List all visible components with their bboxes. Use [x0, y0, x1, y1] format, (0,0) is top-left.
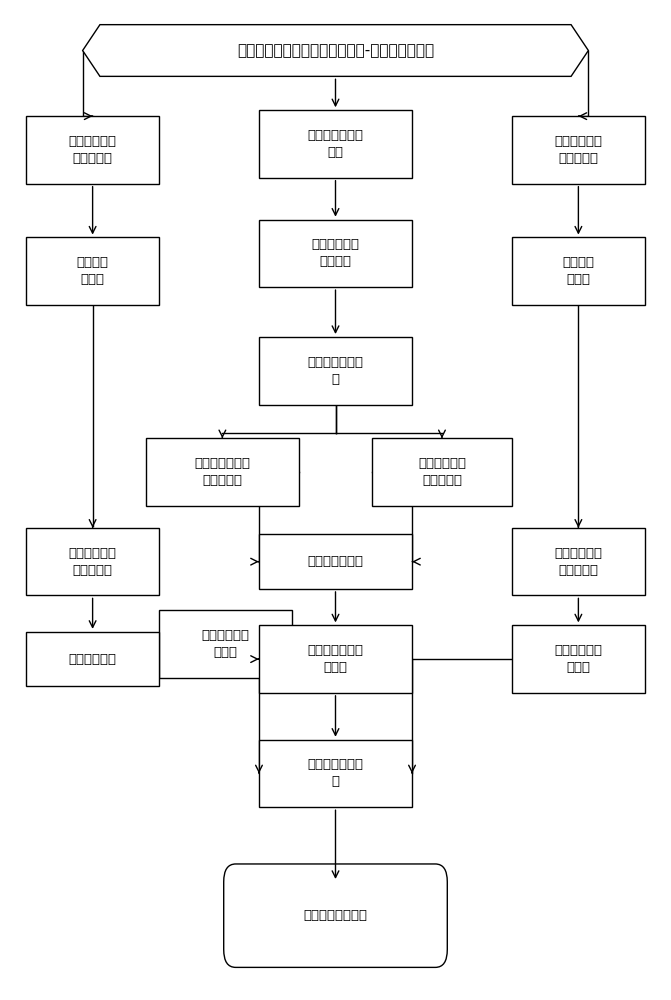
FancyBboxPatch shape — [223, 864, 448, 967]
Bar — [146, 438, 299, 506]
Bar — [259, 534, 412, 589]
Bar — [259, 110, 412, 178]
Bar — [259, 337, 412, 405]
Text: 辐射定标系数计
算: 辐射定标系数计 算 — [307, 758, 364, 788]
Bar — [512, 237, 645, 305]
Text: 光谱辐亮度计算
模型: 光谱辐亮度计算 模型 — [307, 129, 364, 159]
Bar — [259, 220, 412, 287]
Bar — [259, 625, 412, 693]
Text: 场地经纬度、
成像几何等: 场地经纬度、 成像几何等 — [418, 457, 466, 487]
Bar — [159, 610, 293, 678]
Bar — [26, 528, 159, 595]
Text: 目标对应波段
计数值: 目标对应波段 计数值 — [554, 644, 603, 674]
Text: 场地反射率及大
气特性参数: 场地反射率及大 气特性参数 — [195, 457, 250, 487]
Text: 暗噪声偏移量: 暗噪声偏移量 — [68, 653, 117, 666]
Bar — [512, 116, 645, 184]
Text: 定标辅助数据
同步观测: 定标辅助数据 同步观测 — [311, 238, 360, 268]
Bar — [26, 116, 159, 184]
Text: 辅助数据分析处
理: 辅助数据分析处 理 — [307, 356, 364, 386]
Text: 成像仪波段等效
辐亮度: 成像仪波段等效 辐亮度 — [307, 644, 364, 674]
Text: 成像仪替代场
地同步图像: 成像仪替代场 地同步图像 — [554, 135, 603, 165]
Text: 遥感影像
预处理: 遥感影像 预处理 — [76, 256, 109, 286]
Text: 成像仪海洋场
景夜间图像: 成像仪海洋场 景夜间图像 — [68, 135, 117, 165]
Text: 遥感图像
预处理: 遥感图像 预处理 — [562, 256, 595, 286]
Text: 光谱辐亮度计算: 光谱辐亮度计算 — [307, 555, 364, 568]
Bar — [512, 528, 645, 595]
Text: 场地目标波段
计数值提取: 场地目标波段 计数值提取 — [554, 547, 603, 577]
Text: 成像仪暗噪声
偏移量计算: 成像仪暗噪声 偏移量计算 — [68, 547, 117, 577]
Text: 替代辐射定标结果: 替代辐射定标结果 — [303, 909, 368, 922]
Bar — [512, 625, 645, 693]
Bar — [26, 237, 159, 305]
Bar — [259, 740, 412, 807]
Text: 成像仪光谱响
应函数: 成像仪光谱响 应函数 — [202, 629, 250, 659]
Bar — [372, 438, 512, 506]
Text: 夜间海洋场景成像与替代场地星-地同步观测试验: 夜间海洋场景成像与替代场地星-地同步观测试验 — [237, 43, 434, 58]
Polygon shape — [83, 25, 588, 76]
Bar — [26, 632, 159, 686]
